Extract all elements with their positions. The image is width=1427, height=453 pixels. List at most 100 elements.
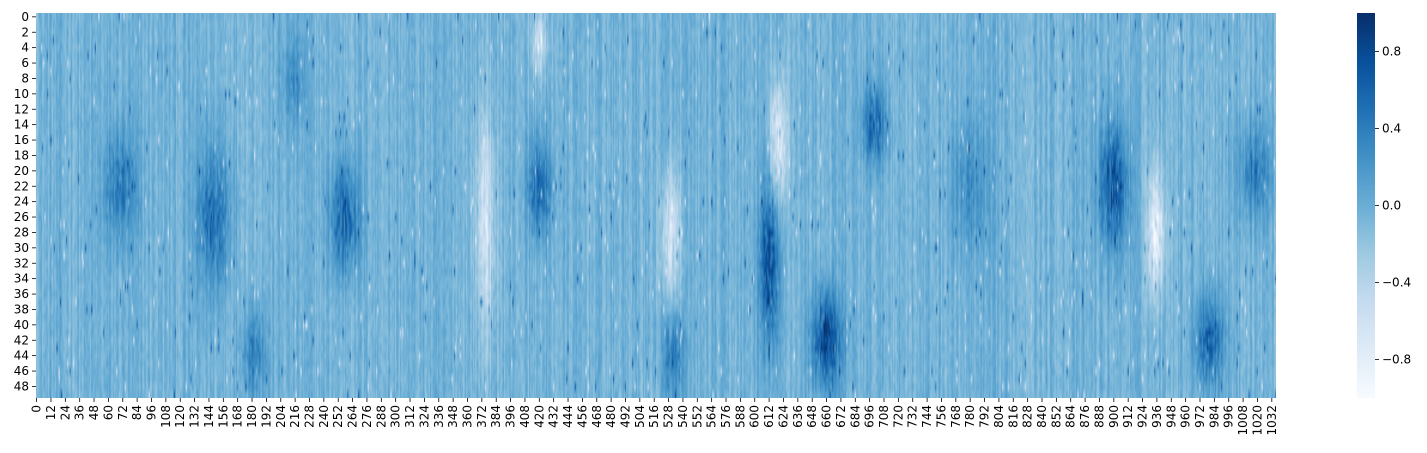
- x-tick-label: 468: [590, 405, 604, 428]
- x-tick-label: 504: [633, 405, 647, 428]
- x-tick-label: 600: [748, 405, 762, 428]
- x-tick-label: 636: [791, 405, 805, 428]
- x-tick-label: 624: [776, 405, 790, 428]
- x-tick-label: 24: [58, 405, 72, 420]
- y-tick-label: 2: [21, 25, 29, 39]
- x-tick-label: 720: [891, 405, 905, 428]
- x-tick-label: 672: [834, 405, 848, 428]
- x-tick-label: 612: [762, 405, 776, 428]
- x-tick-label: 648: [805, 405, 819, 428]
- x-tick-label: 684: [848, 405, 862, 428]
- colorbar-gradient: [1357, 13, 1375, 398]
- x-tick-label: 744: [920, 405, 934, 428]
- x-tick-label: 48: [87, 405, 101, 420]
- x-tick-label: 804: [992, 405, 1006, 428]
- x-tick-label: 480: [604, 405, 618, 428]
- x-tick-label: 540: [676, 405, 690, 428]
- x-tick-label: 816: [1006, 405, 1020, 428]
- x-tick-label: 120: [173, 405, 187, 428]
- x-tick-label: 840: [1035, 405, 1049, 428]
- y-tick-label: 16: [14, 133, 29, 147]
- heatmap-cells: [36, 13, 1276, 398]
- x-tick-label: 900: [1107, 405, 1121, 428]
- x-tick-label: 228: [302, 405, 316, 428]
- y-tick-label: 14: [14, 118, 29, 132]
- x-tick-label: 876: [1078, 405, 1092, 428]
- x-tick-label: 732: [906, 405, 920, 428]
- y-tick-label: 40: [14, 318, 29, 332]
- y-tick-label: 20: [14, 164, 29, 178]
- x-tick-label: 240: [317, 405, 331, 428]
- x-tick-label: 408: [518, 405, 532, 428]
- x-tick-label: 828: [1021, 405, 1035, 428]
- x-tick-label: 492: [618, 405, 632, 428]
- x-tick-label: 768: [949, 405, 963, 428]
- x-tick-label: 276: [360, 405, 374, 428]
- y-tick-label: 42: [14, 333, 29, 347]
- colorbar-ticks: 0.8 0.4 0.0 −0.4 −0.8: [1375, 45, 1411, 367]
- x-tick-label: 156: [216, 405, 230, 428]
- y-tick-label: 48: [14, 379, 29, 393]
- x-tick-label: 516: [647, 405, 661, 428]
- x-tick-label: 972: [1193, 405, 1207, 428]
- y-tick-label: 24: [14, 195, 29, 209]
- x-tick-label: 60: [101, 405, 115, 420]
- y-tick-label: 26: [14, 210, 29, 224]
- x-tick-label: 12: [44, 405, 58, 420]
- x-tick-label: 144: [202, 405, 216, 428]
- colorbar-tick-label: 0.8: [1382, 45, 1401, 59]
- x-tick-label: 180: [245, 405, 259, 428]
- colorbar: 0.8 0.4 0.0 −0.4 −0.8: [1357, 13, 1411, 398]
- y-tick-label: 8: [21, 71, 29, 85]
- x-tick-label: 192: [259, 405, 273, 428]
- colorbar-tick-label: 0.0: [1382, 199, 1401, 213]
- x-tick-label: 996: [1222, 405, 1236, 428]
- y-tick-label: 18: [14, 148, 29, 162]
- x-axis: 0 12 24 36 48 60 72 84 96 108 120 132 144 156 168 180 19…: [30, 398, 1279, 436]
- x-tick-label: 924: [1136, 405, 1150, 428]
- x-tick-label: 36: [73, 405, 87, 420]
- x-tick-label: 216: [288, 405, 302, 428]
- x-tick-label: 72: [116, 405, 130, 420]
- y-axis: 0246810121416182022242628303234363840424…: [14, 10, 36, 393]
- x-tick-label: 792: [978, 405, 992, 428]
- heatmap-image: [36, 13, 1276, 398]
- y-tick-label: 38: [14, 302, 29, 316]
- x-tick-label: 336: [432, 405, 446, 428]
- x-tick-label: 300: [389, 405, 403, 428]
- x-tick-label: 372: [475, 405, 489, 428]
- x-tick-label: 912: [1121, 405, 1135, 428]
- x-tick-label: 936: [1150, 405, 1164, 428]
- x-tick-label: 852: [1049, 405, 1063, 428]
- x-tick-label: 264: [346, 405, 360, 428]
- x-tick-label: 960: [1179, 405, 1193, 428]
- colorbar-tick-label: −0.8: [1382, 353, 1411, 367]
- x-tick-label: 864: [1064, 405, 1078, 428]
- y-tick-label: 10: [14, 87, 29, 101]
- x-tick-label: 168: [231, 405, 245, 428]
- x-tick-label: 96: [145, 405, 159, 420]
- x-tick-label: 1008: [1236, 405, 1250, 436]
- y-tick-label: 22: [14, 179, 29, 193]
- x-tick-label: 0: [30, 405, 44, 413]
- x-tick-label: 456: [575, 405, 589, 428]
- y-tick-label: 30: [14, 241, 29, 255]
- x-tick-label: 576: [719, 405, 733, 428]
- x-tick-label: 696: [863, 405, 877, 428]
- y-tick-label: 32: [14, 256, 29, 270]
- x-tick-label: 1032: [1265, 405, 1279, 436]
- x-tick-label: 252: [331, 405, 345, 428]
- x-tick-label: 312: [403, 405, 417, 428]
- x-tick-label: 444: [561, 405, 575, 428]
- x-tick-label: 708: [877, 405, 891, 428]
- x-tick-label: 528: [662, 405, 676, 428]
- x-tick-label: 1020: [1250, 405, 1264, 436]
- colorbar-tick-label: −0.4: [1382, 276, 1411, 290]
- x-tick-label: 588: [733, 405, 747, 428]
- y-tick-label: 44: [14, 349, 29, 363]
- y-tick-label: 0: [21, 10, 29, 24]
- x-tick-label: 324: [417, 405, 431, 428]
- x-tick-label: 204: [274, 405, 288, 428]
- x-tick-label: 888: [1092, 405, 1106, 428]
